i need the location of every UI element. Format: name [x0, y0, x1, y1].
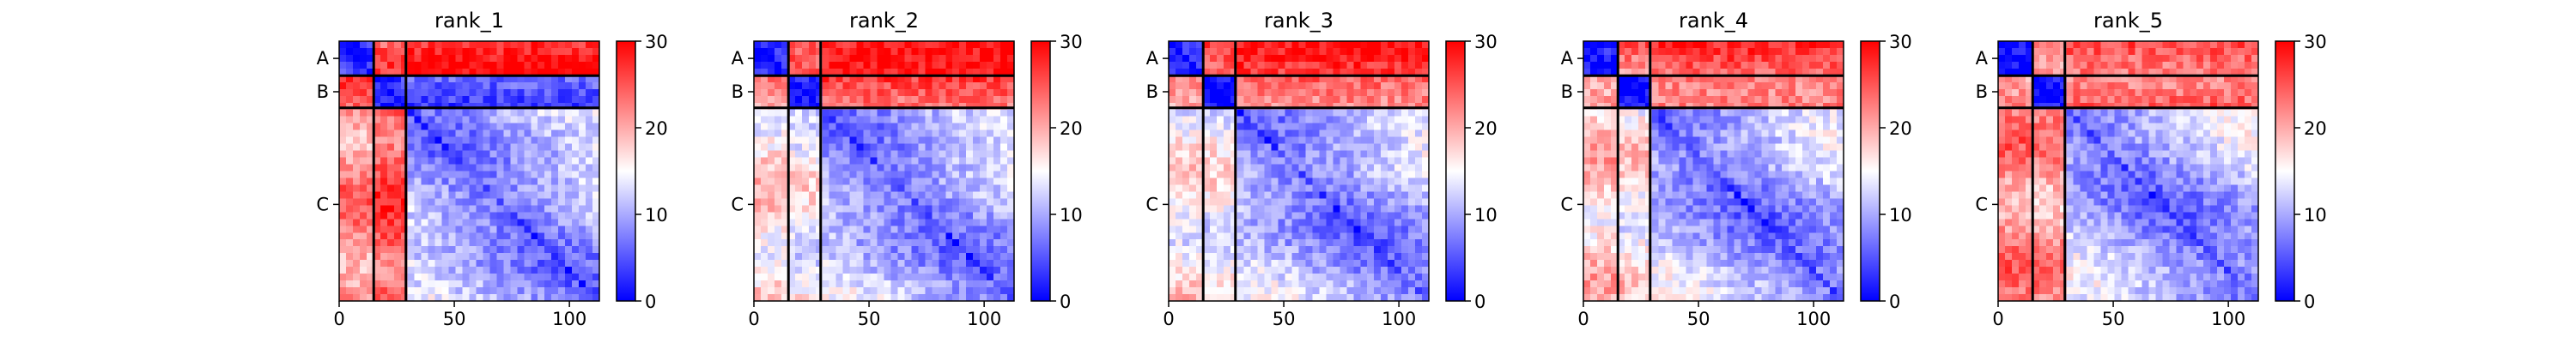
colorbar-tick-label: 0	[645, 292, 656, 312]
colorbar-tick-label: 20	[1474, 118, 1498, 139]
panel-title: rank_3	[1264, 9, 1334, 33]
pae-heatmap-cells	[339, 41, 599, 301]
colorbar-tick-label: 30	[645, 32, 668, 52]
x-tick-label: 100	[2211, 309, 2245, 329]
colorbar-tick-label: 20	[2304, 118, 2327, 139]
colorbar-tick-label: 0	[1889, 292, 1900, 312]
colorbar	[616, 40, 636, 302]
pae-heatmap-cells	[754, 41, 1014, 301]
y-tick-label: B	[317, 81, 329, 102]
panel-title: rank_2	[849, 9, 919, 33]
colorbar-tick-label: 20	[1060, 118, 1083, 139]
heatmap-axes-frame	[338, 40, 600, 302]
colorbar-tick-label: 30	[1889, 32, 1912, 52]
colorbar-tick-label: 20	[645, 118, 668, 139]
x-tick-label: 50	[2102, 309, 2125, 329]
colorbar-tick-label: 10	[1889, 205, 1912, 226]
pae-panel-1: rank_1 0 50 100 AB C 0 10 20 30	[316, 9, 667, 329]
y-tick-label: B	[1561, 81, 1573, 102]
colorbar-tick-label: 0	[1060, 292, 1071, 312]
colorbar	[1030, 40, 1051, 302]
panel-title: rank_5	[2093, 9, 2163, 33]
heatmap-axes-frame	[753, 40, 1015, 302]
y-tick-label: B	[732, 81, 744, 102]
y-tick-label: C	[1145, 194, 1158, 214]
pae-heatmap-cells	[1583, 41, 1844, 301]
colorbar	[2275, 40, 2295, 302]
panel-title: rank_4	[1679, 9, 1748, 33]
y-tick-label: B	[1976, 81, 1988, 102]
pae-panel-2: rank_2 0 50 100 AB C 0 10 20 30	[731, 9, 1082, 329]
colorbar-tick-label: 10	[2304, 205, 2327, 226]
y-tick-label: A	[1561, 48, 1574, 69]
x-tick-label: 0	[1992, 309, 2003, 329]
pae-panel-3: rank_3 0 50 100 AB C 0 10 20 30	[1145, 9, 1497, 329]
x-tick-label: 0	[1577, 309, 1589, 329]
heatmap-axes-frame	[1997, 40, 2259, 302]
colorbar-tick-label: 10	[1060, 205, 1083, 226]
x-tick-label: 50	[858, 309, 881, 329]
pae-heatmap-cells	[1998, 41, 2258, 301]
x-tick-label: 0	[748, 309, 759, 329]
colorbar	[1860, 40, 1880, 302]
y-tick-label: A	[732, 48, 744, 69]
y-tick-label: C	[1975, 194, 1988, 214]
colorbar-tick-label: 10	[1474, 205, 1498, 226]
pae-heatmap-cells	[1169, 41, 1429, 301]
heatmap-axes-frame	[1583, 40, 1844, 302]
x-tick-label: 50	[443, 309, 466, 329]
colorbar-tick-label: 30	[1474, 32, 1498, 52]
heatmap-axes-frame	[1168, 40, 1430, 302]
y-tick-label: C	[731, 194, 744, 214]
colorbar-tick-label: 30	[1060, 32, 1083, 52]
x-tick-label: 100	[552, 309, 586, 329]
y-tick-label: C	[316, 194, 329, 214]
colorbar	[1445, 40, 1466, 302]
y-tick-label: A	[1976, 48, 1989, 69]
x-tick-label: 50	[1273, 309, 1296, 329]
x-tick-label: 100	[967, 309, 1001, 329]
colorbar-tick-label: 30	[2304, 32, 2327, 52]
x-tick-label: 100	[1382, 309, 1416, 329]
panel-title: rank_1	[434, 9, 504, 33]
x-tick-label: 0	[333, 309, 344, 329]
colorbar-tick-label: 0	[1474, 292, 1485, 312]
y-tick-label: C	[1560, 194, 1573, 214]
y-tick-label: A	[1146, 48, 1159, 69]
x-tick-label: 0	[1163, 309, 1174, 329]
pae-panel-5: rank_5 0 50 100 AB C 0 10 20 30	[1975, 9, 2326, 329]
x-tick-label: 100	[1796, 309, 1831, 329]
colorbar-tick-label: 0	[2304, 292, 2315, 312]
colorbar-tick-label: 20	[1889, 118, 1912, 139]
y-tick-label: A	[317, 48, 330, 69]
colorbar-tick-label: 10	[645, 205, 668, 226]
y-tick-label: B	[1146, 81, 1158, 102]
x-tick-label: 50	[1687, 309, 1710, 329]
pae-panel-4: rank_4 0 50 100 AB C 0 10 20 30	[1560, 9, 1911, 329]
